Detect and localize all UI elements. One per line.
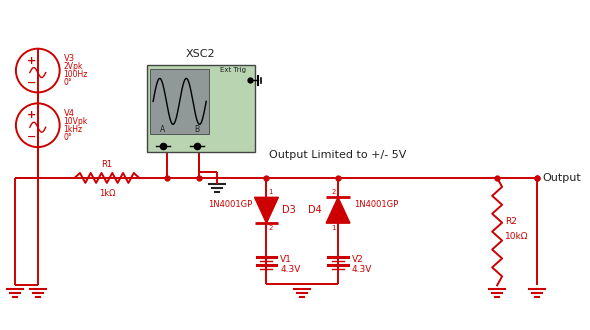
Text: 1: 1: [332, 225, 336, 231]
Text: B: B: [194, 125, 199, 134]
Text: 2Vpk: 2Vpk: [64, 62, 83, 71]
Text: 0°: 0°: [64, 78, 73, 87]
Text: 10kΩ: 10kΩ: [505, 232, 529, 241]
Text: R1: R1: [101, 160, 113, 169]
Text: 4.3V: 4.3V: [352, 265, 372, 274]
Text: Output Limited to +/- 5V: Output Limited to +/- 5V: [270, 150, 407, 160]
Text: XSC2: XSC2: [186, 49, 216, 59]
Text: V3: V3: [64, 54, 75, 63]
Text: V2: V2: [352, 255, 363, 264]
Text: 1N4001GP: 1N4001GP: [208, 200, 253, 209]
Text: 10Vpk: 10Vpk: [64, 117, 88, 126]
Text: −: −: [27, 132, 37, 142]
Bar: [147, 65, 254, 152]
Text: V1: V1: [280, 255, 292, 264]
Text: +: +: [27, 55, 37, 66]
Text: −: −: [27, 78, 37, 87]
Text: R2: R2: [505, 217, 517, 226]
Text: V4: V4: [64, 109, 74, 118]
Text: 4.3V: 4.3V: [280, 265, 301, 274]
Polygon shape: [254, 197, 278, 223]
Text: 100Hz: 100Hz: [64, 70, 88, 79]
Text: 1: 1: [268, 189, 273, 195]
Text: D3: D3: [283, 205, 296, 215]
Text: 0°: 0°: [64, 133, 73, 142]
Text: A: A: [160, 125, 166, 134]
Text: 1kΩ: 1kΩ: [99, 189, 115, 198]
Text: 2: 2: [332, 189, 336, 195]
Text: 1N4001GP: 1N4001GP: [354, 200, 398, 209]
Bar: [150, 69, 209, 134]
Polygon shape: [326, 197, 350, 223]
Text: 2: 2: [268, 225, 273, 231]
Text: D4: D4: [309, 205, 322, 215]
Text: 1kHz: 1kHz: [64, 125, 83, 134]
Text: +: +: [27, 110, 37, 120]
Text: Output: Output: [543, 173, 582, 183]
Text: Ext Trig: Ext Trig: [220, 67, 246, 73]
